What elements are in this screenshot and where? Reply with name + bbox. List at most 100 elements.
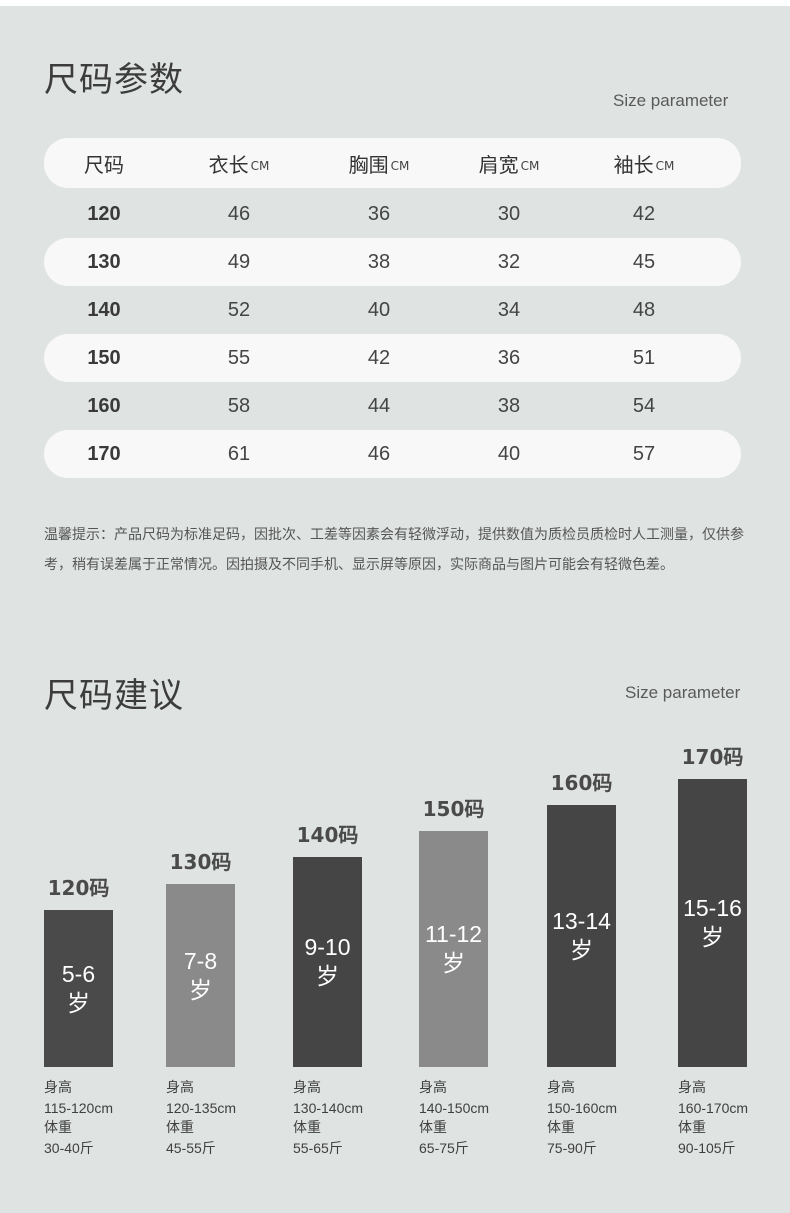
length-cell: 52 <box>227 298 251 321</box>
size-advice-subtitle: Size parameter <box>625 683 741 702</box>
header-label: 衣长 <box>208 152 249 177</box>
weight-label: 体重 <box>166 1120 194 1136</box>
table-row: 150 55 42 36 51 <box>44 334 741 382</box>
height-value: 120-135cm <box>166 1100 237 1116</box>
height-weight-info: 身高 130-140cm 体重 55-65斤 <box>293 1078 363 1158</box>
sleeve-cell: 42 <box>632 202 656 225</box>
header-cell-length: 衣长 CM <box>179 138 299 188</box>
sleeve-cell: 54 <box>632 394 656 417</box>
header-unit: CM <box>520 159 540 173</box>
chest-cell: 44 <box>367 394 391 417</box>
bar-size-label: 120码 <box>47 876 110 900</box>
bar-group: 160码 13-14 岁身高 150-160cm 体重 75-90斤 <box>547 730 617 1210</box>
size-params-title: 尺码参数 <box>44 60 184 100</box>
size-bar: 15-16 岁 <box>678 779 747 1067</box>
header-cell-sleeve: 袖长 CM <box>584 138 704 188</box>
header-unit: CM <box>655 159 675 173</box>
shoulder-cell: 32 <box>497 250 521 273</box>
height-weight-info: 身高 140-150cm 体重 65-75斤 <box>419 1078 489 1158</box>
shoulder-cell: 40 <box>497 442 521 465</box>
weight-label: 体重 <box>547 1120 575 1136</box>
weight-label: 体重 <box>419 1120 447 1136</box>
header-label: 袖长 <box>613 152 654 177</box>
weight-label: 体重 <box>293 1120 321 1136</box>
height-weight-info: 身高 160-170cm 体重 90-105斤 <box>678 1078 748 1158</box>
table-row: 160 58 44 38 54 <box>44 382 741 430</box>
table-row: 140 52 40 34 48 <box>44 286 741 334</box>
table-header: 尺码 衣长 CM 胸围 CM 肩宽 CM 袖长 CM <box>44 138 741 188</box>
height-weight-info: 身高 150-160cm 体重 75-90斤 <box>547 1078 617 1158</box>
weight-label: 体重 <box>44 1120 72 1136</box>
height-weight-info: 身高 115-120cm 体重 30-40斤 <box>44 1078 113 1158</box>
size-advice-chart: 120码 5-6 岁身高 115-120cm 体重 30-40斤 130码 7-8 岁身高 120… <box>0 730 790 1210</box>
height-label: 身高 <box>547 1080 575 1096</box>
size-table: 尺码 衣长 CM 胸围 CM 肩宽 CM 袖长 CM 120 46 36 30 42 1… <box>44 138 741 478</box>
size-bar: 5-6 岁 <box>44 910 113 1067</box>
weight-value: 75-90斤 <box>547 1140 597 1156</box>
size-bar: 13-14 岁 <box>547 805 616 1067</box>
sleeve-cell: 57 <box>632 442 656 465</box>
shoulder-cell: 38 <box>497 394 521 417</box>
size-cell: 150 <box>87 346 121 369</box>
height-value: 140-150cm <box>419 1100 490 1116</box>
bar-size-label: 160码 <box>550 771 613 795</box>
height-value: 150-160cm <box>547 1100 618 1116</box>
age-range-label: 7-8 <box>183 947 218 974</box>
bar-group: 150码 11-12 岁身高 140-150cm 体重 65-75斤 <box>419 730 489 1210</box>
size-cell: 130 <box>87 250 121 273</box>
chest-cell: 36 <box>367 202 391 225</box>
height-weight-info: 身高 120-135cm 体重 45-55斤 <box>166 1078 236 1158</box>
weight-value: 30-40斤 <box>44 1140 94 1156</box>
age-range-label: 11-12 <box>424 921 483 947</box>
size-bar: 7-8 岁 <box>166 884 235 1067</box>
shoulder-cell: 34 <box>497 298 521 321</box>
header-label: 尺码 <box>84 152 124 177</box>
table-row: 170 61 46 40 57 <box>44 430 741 478</box>
length-cell: 49 <box>227 250 251 273</box>
header-cell-chest: 胸围 CM <box>319 138 439 188</box>
size-cell: 170 <box>87 442 121 465</box>
size-params-subtitle: Size parameter <box>613 91 729 110</box>
shoulder-cell: 30 <box>497 202 521 225</box>
sleeve-cell: 45 <box>632 250 656 273</box>
age-range-label: 9-10 <box>304 934 351 960</box>
weight-value: 90-105斤 <box>678 1140 736 1156</box>
age-range-label: 5-6 <box>61 960 96 987</box>
header-unit: CM <box>390 159 410 173</box>
header-label: 胸围 <box>348 152 389 177</box>
header-cell-shoulder: 肩宽 CM <box>449 138 569 188</box>
bar-size-label: 170码 <box>681 745 744 769</box>
header-cell-size: 尺码 <box>44 138 164 188</box>
size-cell: 160 <box>87 394 121 417</box>
length-cell: 46 <box>227 202 251 225</box>
table-row: 130 49 38 32 45 <box>44 238 741 286</box>
age-unit-label: 岁 <box>442 951 465 977</box>
size-bar: 11-12 岁 <box>419 831 488 1067</box>
weight-value: 55-65斤 <box>293 1140 343 1156</box>
sleeve-cell: 48 <box>632 298 656 321</box>
age-unit-label: 岁 <box>67 990 90 1017</box>
bar-group: 130码 7-8 岁身高 120-135cm 体重 45-55斤 <box>166 730 236 1210</box>
height-label: 身高 <box>166 1080 194 1096</box>
weight-label: 体重 <box>678 1120 706 1136</box>
age-range-label: 15-16 <box>683 895 742 921</box>
bar-size-label: 150码 <box>422 797 485 821</box>
top-strip <box>0 0 790 6</box>
length-cell: 61 <box>227 442 251 465</box>
bar-size-label: 140码 <box>296 823 359 847</box>
weight-value: 45-55斤 <box>166 1140 216 1156</box>
weight-value: 65-75斤 <box>419 1140 469 1156</box>
size-cell: 120 <box>87 202 121 225</box>
header-label: 肩宽 <box>478 152 519 177</box>
height-value: 160-170cm <box>678 1100 749 1116</box>
age-range-label: 13-14 <box>552 908 611 934</box>
size-bar: 9-10 岁 <box>293 857 362 1067</box>
table-row: 120 46 36 30 42 <box>44 190 741 238</box>
length-cell: 55 <box>227 346 251 369</box>
bar-group: 140码 9-10 岁身高 130-140cm 体重 55-65斤 <box>293 730 363 1210</box>
length-cell: 58 <box>227 394 251 417</box>
shoulder-cell: 36 <box>497 346 521 369</box>
bar-size-label: 130码 <box>169 850 232 874</box>
age-unit-label: 岁 <box>701 925 724 951</box>
height-label: 身高 <box>44 1080 72 1096</box>
